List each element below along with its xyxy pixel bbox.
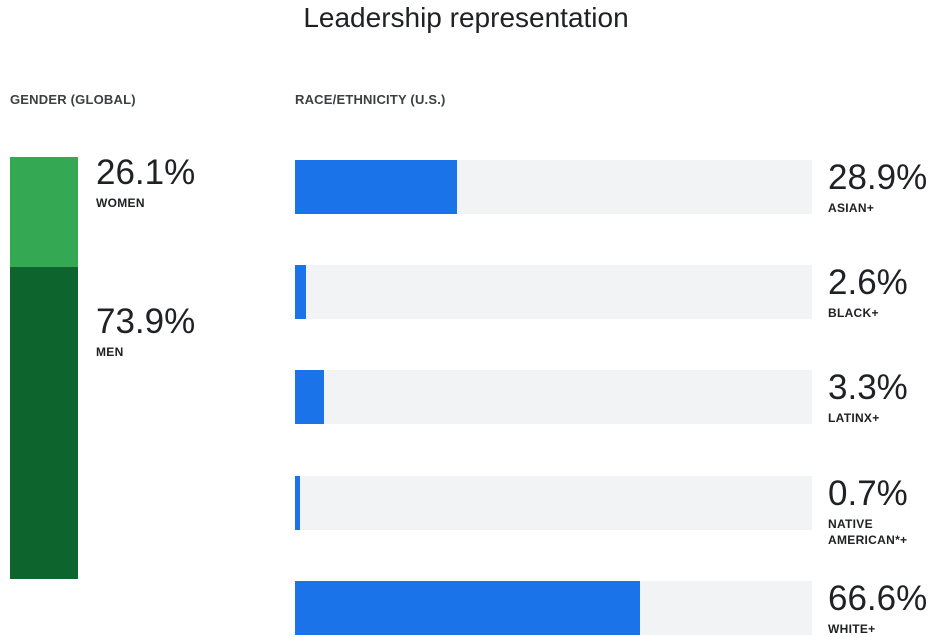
race-value-latinx: 3.3% bbox=[828, 368, 908, 407]
race-value-white: 66.6% bbox=[828, 579, 928, 618]
gender-bar-men bbox=[10, 267, 78, 579]
race-track bbox=[295, 476, 812, 530]
race-category-asian: ASIAN+ bbox=[828, 201, 875, 215]
gender-value-men: 73.9% bbox=[96, 302, 196, 341]
race-bar-native-american bbox=[295, 476, 300, 530]
gender-category-men: MEN bbox=[96, 345, 124, 359]
race-category-black: BLACK+ bbox=[828, 306, 879, 320]
race-label-latinx: 3.3% LATINX+ bbox=[828, 370, 932, 426]
race-value-black: 2.6% bbox=[828, 263, 908, 302]
race-track bbox=[295, 370, 812, 424]
race-label-white: 66.6% WHITE+ bbox=[828, 581, 932, 637]
gender-value-women: 26.1% bbox=[96, 153, 196, 192]
race-bar-asian bbox=[295, 160, 457, 214]
gender-section-label: GENDER (GLOBAL) bbox=[10, 92, 136, 107]
race-track bbox=[295, 265, 812, 319]
gender-label-women: 26.1% WOMEN bbox=[96, 155, 195, 211]
race-bar-black bbox=[295, 265, 306, 319]
race-bar-latinx bbox=[295, 370, 324, 424]
gender-category-women: WOMEN bbox=[96, 196, 145, 210]
gender-label-men: 73.9% MEN bbox=[96, 304, 195, 360]
race-section-label: RACE/ETHNICITY (U.S.) bbox=[295, 92, 446, 107]
race-label-black: 2.6% BLACK+ bbox=[828, 265, 932, 321]
race-bar-white bbox=[295, 581, 640, 635]
race-label-native-american: 0.7% NATIVE AMERICAN*+ bbox=[828, 476, 932, 548]
race-category-native-american: NATIVE AMERICAN*+ bbox=[828, 517, 908, 548]
gender-bar-women bbox=[10, 157, 78, 267]
race-value-asian: 28.9% bbox=[828, 158, 928, 197]
gender-stacked-bar bbox=[10, 157, 78, 579]
race-label-asian: 28.9% ASIAN+ bbox=[828, 160, 932, 216]
race-category-white: WHITE+ bbox=[828, 622, 876, 636]
race-value-native-american: 0.7% bbox=[828, 474, 908, 513]
chart-title: Leadership representation bbox=[303, 2, 629, 33]
race-category-latinx: LATINX+ bbox=[828, 411, 880, 425]
